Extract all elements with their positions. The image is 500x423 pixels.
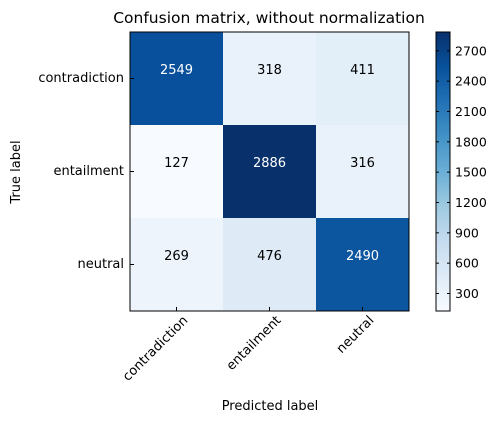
- x-axis-ticks: contradiction entailment neutral: [120, 307, 377, 384]
- cell-value-1-0: 127: [164, 156, 189, 171]
- cell-0-2: [316, 32, 409, 125]
- matrix-cells: [130, 32, 409, 311]
- y-tick-label: entailment: [53, 164, 124, 179]
- colorbar: [435, 31, 451, 312]
- colorbar-tick-label: 2100: [455, 104, 487, 119]
- x-tick-label: contradiction: [120, 313, 191, 384]
- cell-value-0-2: 411: [350, 63, 375, 78]
- x-tick-label: entailment: [224, 313, 284, 373]
- colorbar-tick-label: 1200: [455, 195, 487, 210]
- colorbar-tick-label: 2400: [455, 74, 487, 89]
- y-axis-ticks: contradiction entailment neutral: [38, 71, 134, 272]
- cell-1-0: [130, 125, 223, 218]
- matrix-cell-labels: 2549 318 411 127 2886 316 269 476 2490: [160, 63, 379, 264]
- colorbar-ticks: 300 600 900 1200 1500 1800 2100 2400 2700: [436, 43, 487, 301]
- colorbar-tick-label: 600: [455, 256, 479, 271]
- y-tick-label: contradiction: [38, 71, 124, 86]
- cell-value-2-1: 476: [257, 249, 282, 264]
- cell-value-2-0: 269: [164, 249, 189, 264]
- cell-1-2: [316, 125, 409, 218]
- cell-2-1: [223, 218, 316, 311]
- cell-2-0: [130, 218, 223, 311]
- cell-1-1: [223, 125, 316, 218]
- cell-0-1: [223, 32, 316, 125]
- x-axis-label: Predicted label: [222, 399, 319, 414]
- chart-title: Confusion matrix, without normalization: [113, 9, 425, 27]
- y-axis-label: True label: [9, 140, 24, 204]
- cell-value-0-0: 2549: [160, 63, 193, 78]
- colorbar-tick-label: 900: [455, 225, 479, 240]
- cell-value-0-1: 318: [257, 63, 282, 78]
- cell-value-1-1: 2886: [253, 156, 286, 171]
- cell-2-2: [316, 218, 409, 311]
- cell-value-1-2: 316: [350, 156, 375, 171]
- colorbar-tick-label: 2700: [455, 43, 487, 58]
- colorbar-tick-label: 1800: [455, 134, 487, 149]
- y-tick-label: neutral: [78, 257, 125, 272]
- cell-0-0: [130, 32, 223, 125]
- colorbar-tick-label: 300: [455, 286, 479, 301]
- x-tick-label: neutral: [334, 313, 377, 356]
- colorbar-tick-label: 1500: [455, 165, 487, 180]
- cell-value-2-2: 2490: [346, 249, 379, 264]
